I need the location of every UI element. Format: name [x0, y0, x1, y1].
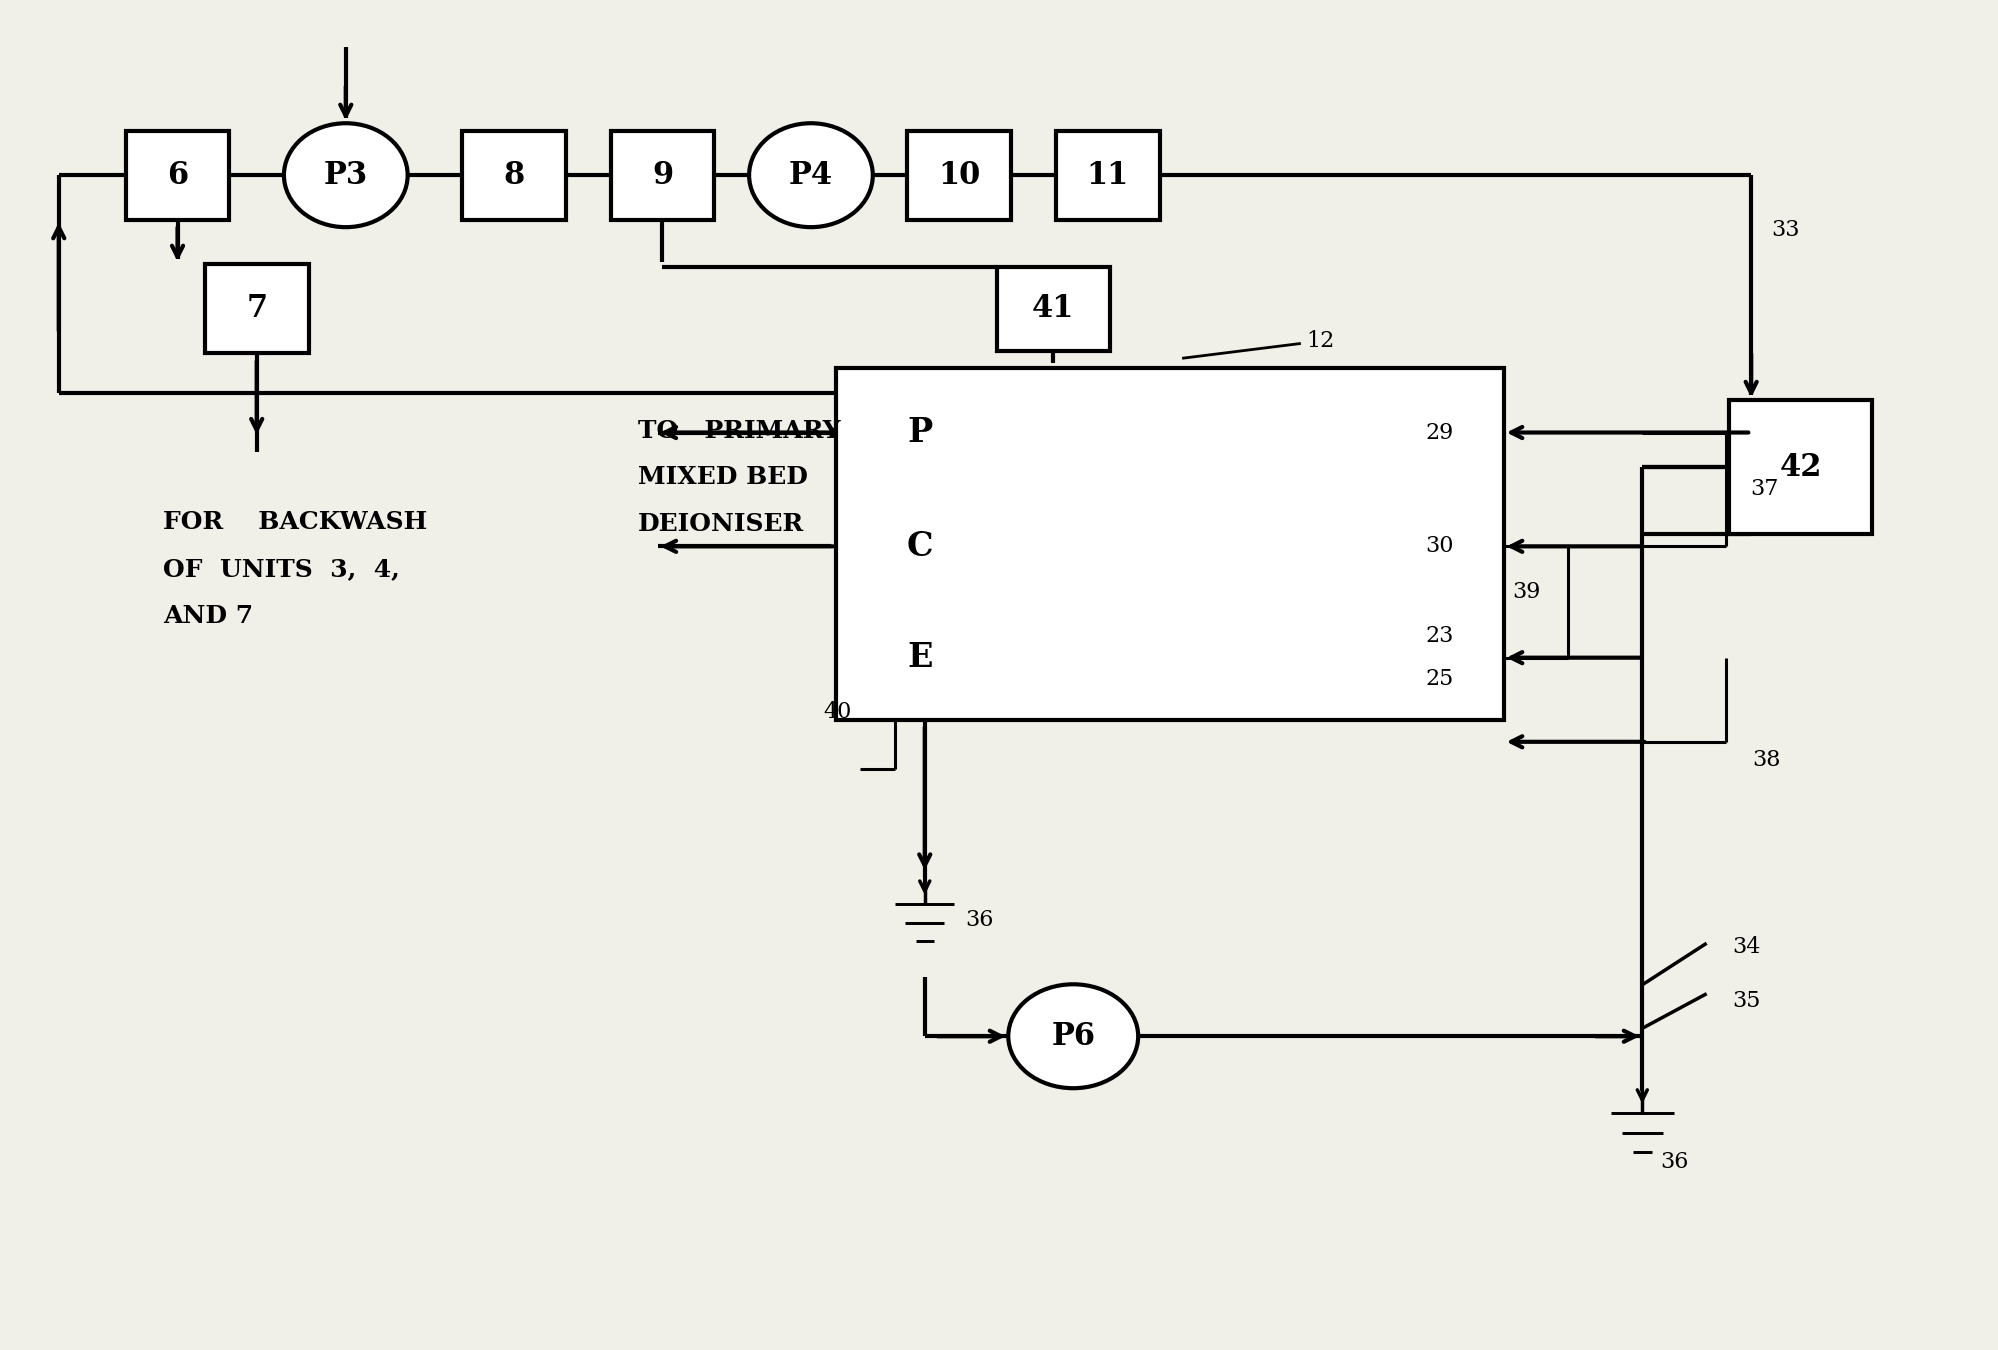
Text: 33: 33 — [1772, 219, 1800, 240]
Ellipse shape — [1009, 984, 1139, 1088]
Bar — [1728, 401, 1872, 535]
Text: 29: 29 — [1425, 421, 1455, 444]
Bar — [997, 267, 1111, 351]
Text: 37: 37 — [1750, 478, 1778, 501]
Text: P6: P6 — [1051, 1021, 1095, 1052]
Text: 9: 9 — [651, 159, 673, 190]
Text: C: C — [907, 529, 933, 563]
Text: 40: 40 — [823, 701, 851, 722]
Bar — [611, 131, 715, 220]
Text: 6: 6 — [168, 159, 188, 190]
Text: 41: 41 — [1033, 293, 1075, 324]
Text: 36: 36 — [965, 910, 993, 932]
Bar — [462, 131, 565, 220]
Text: 38: 38 — [1752, 749, 1780, 771]
Text: 23: 23 — [1425, 625, 1455, 647]
Text: 42: 42 — [1780, 452, 1822, 483]
Text: E: E — [907, 641, 933, 674]
Text: 10: 10 — [939, 159, 981, 190]
Text: P: P — [907, 416, 933, 450]
Ellipse shape — [749, 123, 873, 227]
Bar — [835, 369, 1504, 720]
Bar — [204, 265, 308, 354]
Text: TO   PRIMARY: TO PRIMARY — [637, 418, 841, 443]
Ellipse shape — [284, 123, 408, 227]
Text: 8: 8 — [503, 159, 525, 190]
Text: 35: 35 — [1732, 990, 1760, 1011]
Text: 25: 25 — [1425, 668, 1455, 690]
Text: 36: 36 — [1660, 1152, 1688, 1173]
Bar — [907, 131, 1011, 220]
Text: P3: P3 — [324, 159, 368, 190]
Text: 30: 30 — [1425, 536, 1455, 558]
Text: 12: 12 — [1307, 331, 1335, 352]
Text: AND 7: AND 7 — [162, 603, 254, 628]
Text: P4: P4 — [789, 159, 833, 190]
Text: 11: 11 — [1087, 159, 1129, 190]
Bar — [126, 131, 230, 220]
Text: 34: 34 — [1732, 936, 1760, 958]
Text: OF  UNITS  3,  4,: OF UNITS 3, 4, — [162, 558, 400, 580]
Bar — [1055, 131, 1159, 220]
Text: 7: 7 — [246, 293, 268, 324]
Text: DEIONISER: DEIONISER — [637, 512, 803, 536]
Text: 39: 39 — [1512, 580, 1540, 603]
Text: FOR    BACKWASH: FOR BACKWASH — [162, 509, 428, 533]
Text: MIXED BED: MIXED BED — [637, 464, 807, 489]
